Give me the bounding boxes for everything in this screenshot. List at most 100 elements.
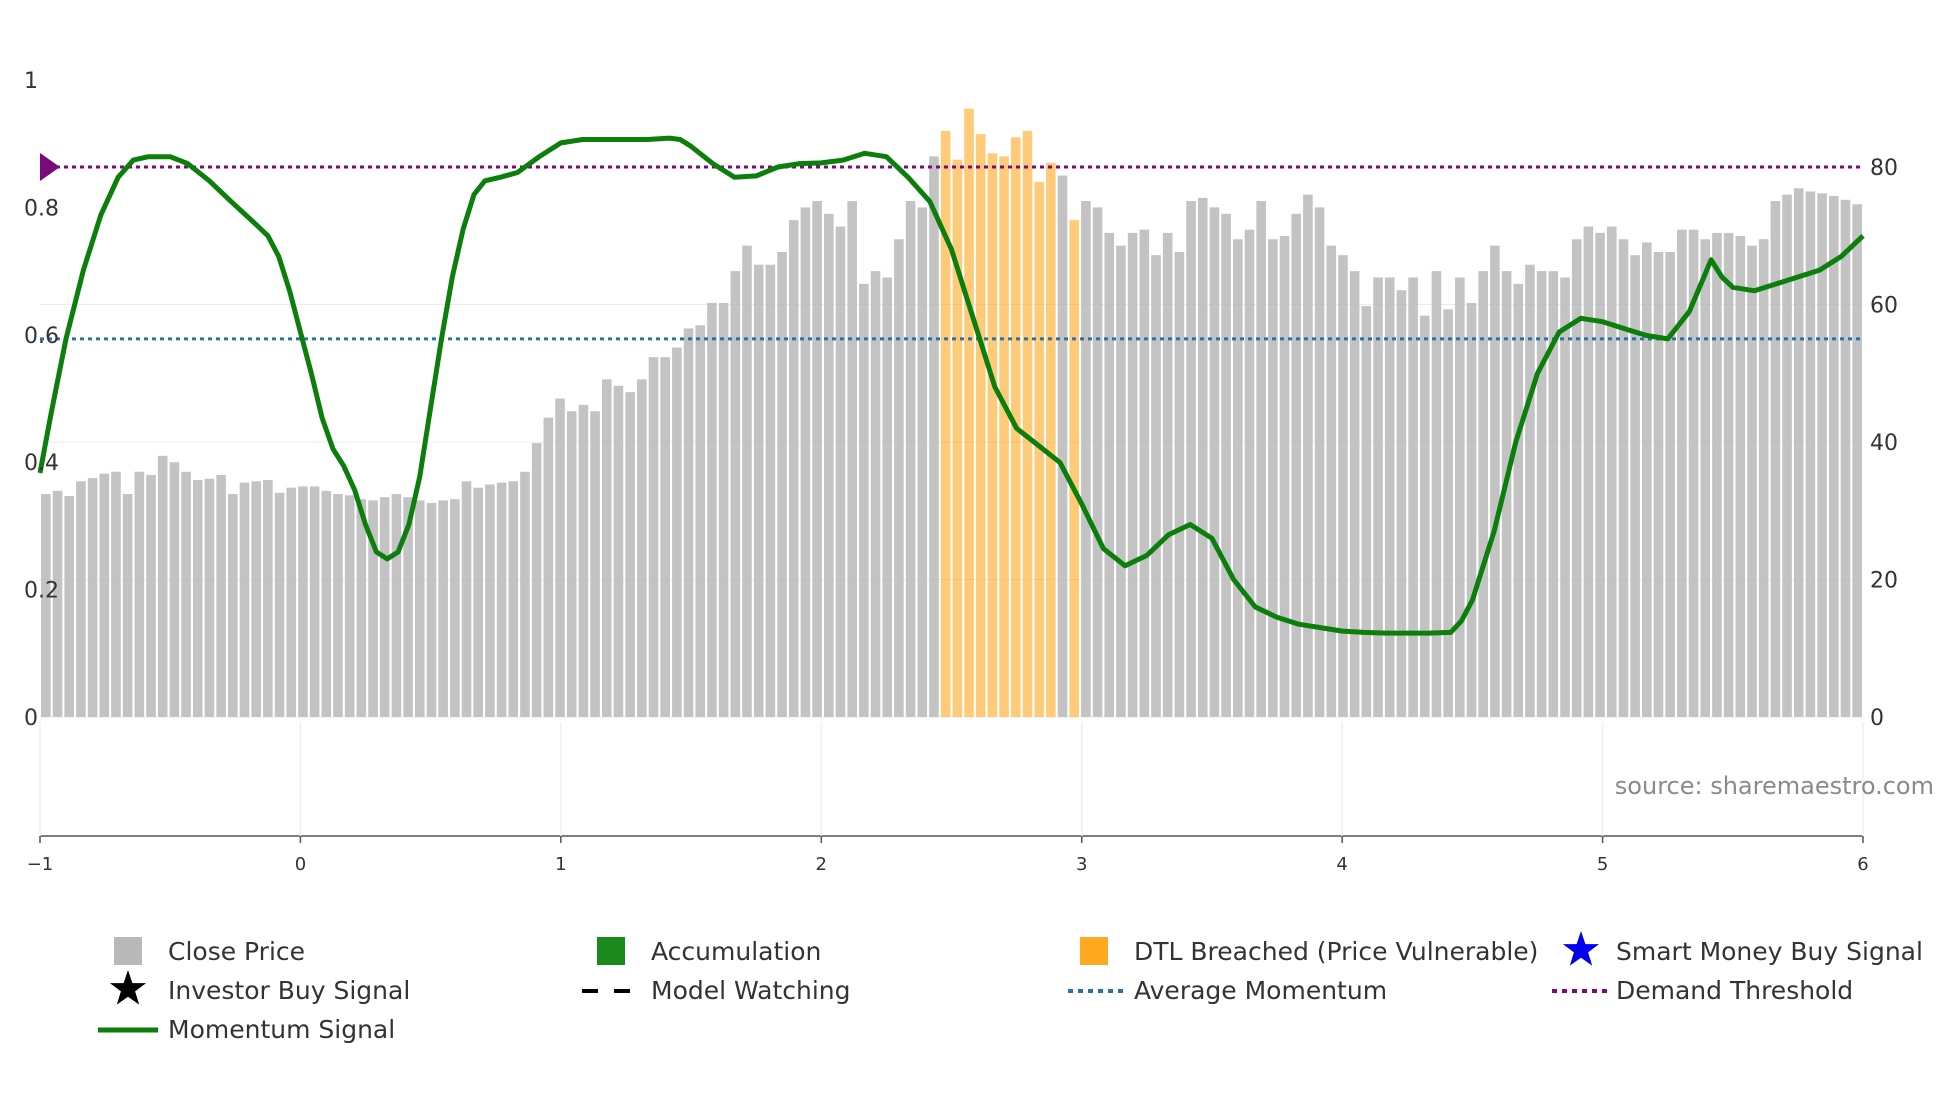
close-price-bar [181,471,191,717]
dtl-breached-bar [1034,181,1044,718]
close-price-bar [1583,226,1594,717]
close-price-bar [566,411,577,717]
legend-average-momentum: Average Momentum [1134,976,1387,1005]
close-price-bar [239,482,250,717]
legend-close-price: Close Price [168,937,305,966]
dtl-breached-bar [1069,220,1079,717]
close-price-bar [286,487,297,717]
dtl-breached-bar [964,108,974,718]
close-price-bar [1525,264,1535,717]
close-price-bar [426,502,437,717]
close-price-bar [321,490,332,717]
close-price-bar [555,398,565,717]
close-price-bar [1618,239,1629,717]
close-price-bar [672,347,682,717]
close-price-bar [1151,255,1161,717]
bottom-axis-tick: 6 [1857,854,1868,875]
close-price-bar [228,494,238,717]
close-price-bar [1384,277,1395,717]
close-price-bar [473,487,484,717]
close-price-bar [1490,245,1500,717]
dtl-breached-bar [987,153,998,717]
close-price-bar [391,494,402,717]
dtl-breached-bar [999,156,1009,717]
legend-investor-buy: Investor Buy Signal [168,976,410,1005]
close-price-bar [1817,193,1827,717]
close-price-bar [929,156,939,717]
close-price-bar [1700,239,1711,717]
close-price-bar [1443,309,1453,717]
close-price-bar [76,481,86,717]
close-price-bar [1571,239,1582,717]
close-price-bar [590,411,600,717]
close-price-bar [882,277,893,717]
close-price-bar [1419,315,1430,717]
close-price-bar [520,471,530,717]
close-price-bar [1770,201,1781,717]
close-price-bar [333,494,343,717]
close-price-bar [1828,195,1839,717]
close-price-bar [648,357,659,717]
close-price-bar [660,357,670,717]
momentum-signal-line [37,135,1865,636]
close-price-bar [1688,229,1699,717]
close-price-bar [613,385,624,717]
close-price-bar [1279,236,1290,717]
right-axis-tick: 60 [1870,294,1898,319]
close-price-bar [894,239,904,717]
close-price-bar [1174,251,1185,718]
close-price-bar [1758,239,1769,717]
gridlines [40,166,1863,718]
bottom-axis-tick: 1 [555,854,566,875]
close-price-bar [847,201,857,717]
close-price-bar [543,417,554,717]
left-axis-tick: 0.6 [24,324,59,349]
close-price-bar [111,471,121,717]
left-axis-ticks: 0 0.2 0.4 0.6 0.8 1 [24,69,59,731]
close-price-bar [379,497,390,717]
close-price-bar [263,480,273,717]
close-price-bar [637,379,647,717]
legend-model-watching: Model Watching [651,976,851,1005]
close-price-bar [1805,191,1816,718]
close-price-bar [800,207,811,717]
close-price-bar [1104,232,1115,717]
left-axis-tick: 0.2 [24,579,59,604]
close-price-bar [1396,290,1407,717]
close-price-bar [578,404,589,717]
close-price-bar [1139,229,1150,717]
close-price-bar [52,490,63,717]
close-price-bar [192,480,203,717]
close-price-bar [1560,277,1570,717]
bottom-axis-tick: 4 [1336,854,1347,875]
close-price-bar [718,302,729,717]
close-price-bar [87,478,98,718]
close-price-bar [1840,199,1851,717]
close-price-bar [1092,207,1103,717]
close-price-bar [1852,204,1862,717]
close-price-bar [1735,236,1746,717]
close-price-bar [1244,229,1255,717]
legend-smart-money: Smart Money Buy Signal [1616,937,1923,966]
close-price-bar [1677,229,1687,717]
close-price-bar [1606,226,1617,717]
close-price-bar [274,492,285,717]
dtl-breached-bar [1046,162,1056,717]
close-price-bar [601,379,612,717]
close-price-bar [1595,232,1605,717]
close-price-bar [1268,239,1278,717]
close-price-bar [368,500,378,717]
close-price-bar [1256,201,1266,717]
close-price-bar [157,455,168,717]
close-price-bar [1349,271,1360,717]
close-price-bar [1314,207,1325,717]
dtl-breached-bar [975,134,986,717]
close-price-bar [169,462,180,717]
close-price-bar [1303,194,1313,717]
close-price-bar [450,499,460,717]
bottom-axis-tick: −1 [27,854,54,875]
bottom-axis: −1 0 1 2 3 4 5 6 [27,722,1869,875]
close-price-bar [1197,197,1208,718]
right-axis-tick: 40 [1870,431,1898,456]
